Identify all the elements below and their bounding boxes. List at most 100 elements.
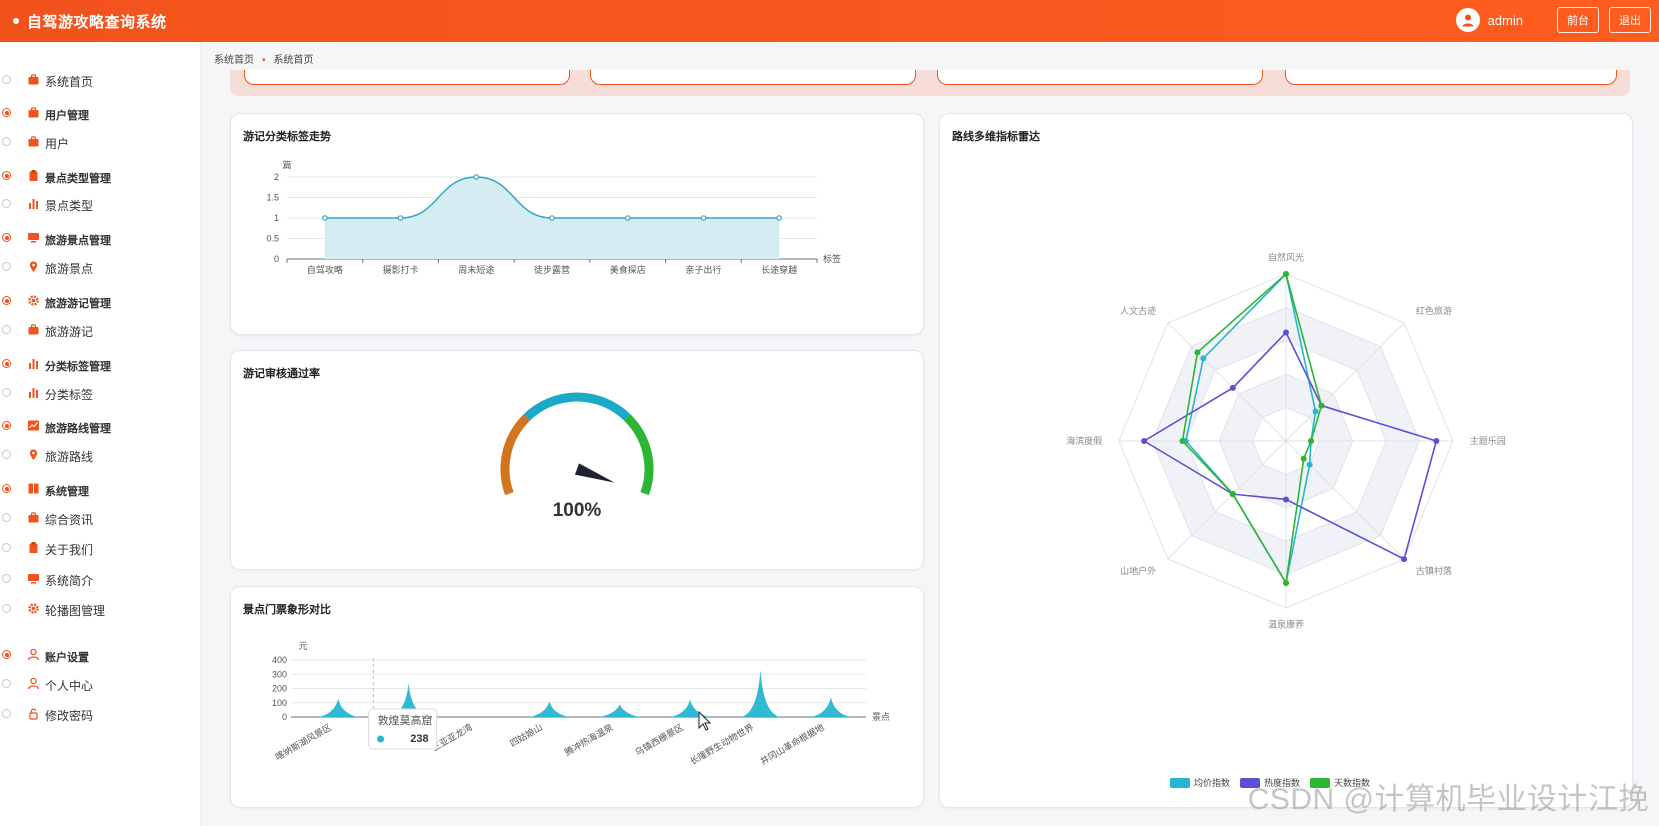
logo-dot-icon	[13, 18, 19, 24]
sidebar-group-9[interactable]: 分类标签管理	[0, 352, 200, 376]
sidebar-item-19[interactable]: 个人中心	[0, 672, 200, 696]
monitor-icon	[28, 574, 39, 584]
pictorial-bar	[529, 701, 569, 717]
clipboard-icon	[29, 170, 38, 181]
radar-point	[1141, 438, 1148, 444]
x-tick-label: 美食探店	[610, 264, 646, 275]
user-avatar-icon	[1462, 14, 1474, 27]
legend-label: 热度指数	[1264, 777, 1300, 788]
header-actions: admin 前台 退出	[1455, 7, 1651, 33]
gear-icon	[28, 603, 39, 614]
radar-axis	[1167, 440, 1287, 560]
legend-swatch	[1170, 778, 1190, 788]
sidebar-item-label: 旅游景点管理	[45, 235, 111, 247]
radar-point	[1283, 271, 1289, 277]
legend-swatch	[1240, 778, 1260, 788]
breadcrumb-separator: •	[262, 55, 266, 66]
radar-point	[1200, 355, 1207, 362]
stat-card[interactable]	[1285, 70, 1617, 85]
sidebar-group-3[interactable]: 景点类型管理	[0, 164, 200, 188]
x-tick-label: 腾冲热海温泉	[562, 721, 614, 758]
menu-radio-icon	[2, 650, 11, 659]
sidebar-item-label: 个人中心	[45, 679, 94, 693]
sidebar-group-13[interactable]: 系统管理	[0, 477, 200, 501]
y-tick-label: 1.5	[266, 193, 279, 203]
data-point	[397, 215, 404, 221]
sidebar-group-5[interactable]: 旅游景点管理	[0, 226, 200, 250]
sidebar-group-7[interactable]: 旅游游记管理	[0, 289, 200, 313]
stat-card[interactable]	[590, 70, 916, 85]
sidebar-group-11[interactable]: 旅游路线管理	[0, 414, 200, 438]
x-tick-label: 长途穿越	[761, 264, 797, 275]
sidebar-item-label: 修改密码	[45, 709, 94, 723]
menu-radio-icon	[2, 108, 11, 117]
sidebar-item-14[interactable]: 综合资讯	[0, 506, 200, 530]
sidebar-item-4[interactable]: 景点类型	[0, 192, 200, 216]
breadcrumb: 系统首页 • 系统首页	[214, 51, 314, 66]
y-tick-label: 1	[274, 213, 279, 223]
sidebar-item-16[interactable]: 系统简介	[0, 567, 200, 591]
sidebar-group-18[interactable]: 账户设置	[0, 643, 200, 667]
sidebar: 系统首页用户管理用户景点类型管理景点类型旅游景点管理旅游景点旅游游记管理 旅游游记…	[0, 42, 201, 826]
gear-icon	[28, 295, 39, 306]
menu-radio-icon	[2, 574, 11, 583]
radar-axis	[1167, 322, 1287, 442]
x-tick-label: 周末短途	[458, 264, 494, 275]
logout-button[interactable]: 退出	[1609, 7, 1651, 33]
sidebar-item-label: 景点类型	[45, 199, 94, 213]
y-tick-label: 100	[272, 698, 287, 708]
sidebar-item-2[interactable]: 用户	[0, 130, 200, 154]
radar-indicator-label: 古镇村落	[1416, 565, 1452, 576]
briefcase-icon	[28, 74, 39, 85]
sidebar-group-1[interactable]: 用户管理	[0, 101, 200, 125]
bar-chart-icon	[29, 359, 38, 369]
menu-radio-icon	[2, 325, 11, 334]
briefcase-icon	[28, 324, 39, 335]
tooltip-marker-icon	[377, 735, 385, 743]
sidebar-item-0[interactable]: 系统首页	[0, 68, 200, 92]
sidebar-item-label: 用户	[45, 137, 70, 151]
y-axis-label: 元	[298, 641, 307, 651]
front-page-button[interactable]: 前台	[1557, 7, 1599, 33]
radar-point	[1283, 496, 1289, 503]
sidebar-item-10[interactable]: 分类标签	[0, 381, 200, 405]
sidebar-item-6[interactable]: 旅游景点	[0, 255, 200, 279]
stat-card[interactable]	[244, 70, 570, 85]
sidebar-item-20[interactable]: 修改密码	[0, 702, 200, 726]
sidebar-item-12[interactable]: 旅游路线	[0, 443, 200, 467]
user-icon	[27, 648, 40, 661]
username[interactable]: admin	[1487, 12, 1523, 28]
radar-chart-title: 路线多维指标雷达	[952, 131, 1040, 143]
menu-radio-icon	[2, 421, 11, 430]
data-point	[776, 215, 782, 221]
sidebar-item-label: 综合资讯	[45, 513, 94, 527]
gauge-band-low	[500, 413, 531, 496]
avatar[interactable]	[1455, 8, 1480, 32]
y-tick-label: 300	[272, 669, 287, 679]
mouse-cursor-icon	[698, 710, 712, 731]
legend-swatch	[1310, 778, 1330, 788]
pictorial-bar	[318, 698, 358, 717]
radar-indicator-label: 自然风光	[1268, 251, 1304, 262]
x-tick-label: 摄影打卡	[383, 264, 419, 275]
gauge-band-high	[623, 413, 654, 496]
tooltip-box	[368, 708, 438, 750]
radar-indicator-label: 人文古迹	[1120, 305, 1156, 316]
menu-radio-icon	[2, 171, 11, 180]
y-tick-label: 400	[272, 655, 287, 665]
trend-chart-icon	[28, 420, 39, 431]
sidebar-item-15[interactable]: 关于我们	[0, 536, 200, 560]
pictorial-bar	[600, 704, 640, 717]
sidebar-item-17[interactable]: 轮播图管理	[0, 597, 200, 621]
y-tick-label: 0	[282, 712, 287, 722]
menu-radio-icon	[2, 604, 11, 613]
radar-point	[1306, 461, 1313, 468]
menu-radio-icon	[2, 709, 11, 718]
sidebar-item-8[interactable]: 旅游游记	[0, 318, 200, 342]
stat-card[interactable]	[937, 70, 1263, 85]
radar-point	[1229, 384, 1236, 391]
x-tick-label: 自驾攻略	[307, 264, 343, 275]
x-axis-label: 景点	[872, 712, 890, 722]
breadcrumb-home[interactable]: 系统首页	[214, 55, 254, 66]
